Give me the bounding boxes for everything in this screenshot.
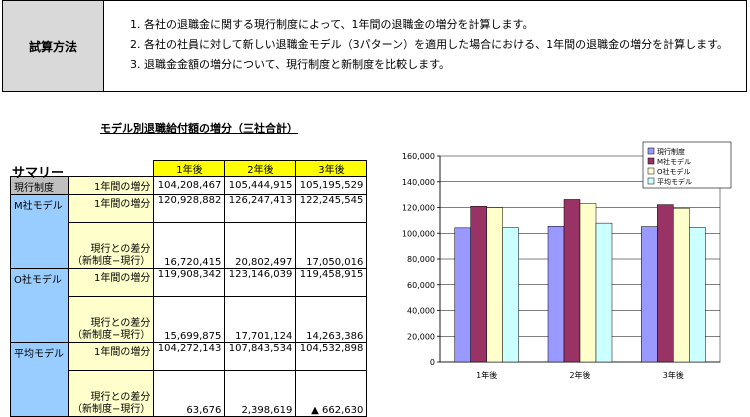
y-tick-label: 100,000 <box>402 229 435 238</box>
y-tick-label: 80,000 <box>407 255 435 264</box>
legend-swatch <box>647 147 655 155</box>
bar <box>470 206 487 363</box>
table-cell: 63,676 <box>153 370 226 417</box>
legend-entry: O社モデル <box>657 167 691 176</box>
metric-label: 1年間の増分 <box>67 342 155 371</box>
y-tick-label: 40,000 <box>407 307 435 316</box>
table-cell: 17,050,016 <box>295 222 368 269</box>
group-name-avg-model: 平均モデル <box>10 342 69 417</box>
bar <box>579 203 597 363</box>
table-cell: 105,195,529 <box>295 176 368 195</box>
bar <box>502 227 519 363</box>
table-cell: 119,908,342 <box>153 268 226 297</box>
metric-label: 1年間の増分 <box>67 176 155 195</box>
table-cell: 16,720,415 <box>153 222 226 269</box>
method-step-1: 1. 各社の退職金に関する現行制度によって、1年間の退職金の増分を計算します。 <box>130 18 534 31</box>
legend-swatch <box>647 177 655 185</box>
table-cell: 105,444,915 <box>224 176 297 195</box>
table-cell: 17,701,124 <box>224 296 297 343</box>
metric-label: 1年間の増分 <box>67 194 155 223</box>
table-cell: 123,146,039 <box>224 268 297 297</box>
table-cell: 2,398,619 <box>224 370 297 417</box>
header-year-2: 2年後 <box>224 160 297 177</box>
table-cell: 104,532,898 <box>295 342 368 371</box>
method-step-2: 2. 各社の社員に対して新しい退職金モデル（3パターン）を適用した場合における、… <box>130 38 729 51</box>
legend-swatch <box>647 167 655 175</box>
y-tick-label: 20,000 <box>407 332 435 341</box>
metric-label-line2: （新制度−現行） <box>72 256 151 267</box>
table-cell: 104,208,467 <box>153 176 226 195</box>
bar <box>454 227 471 363</box>
metric-label-line1: 現行との差分 <box>90 392 151 403</box>
legend-box <box>642 141 732 189</box>
bar <box>563 199 581 363</box>
bar <box>595 222 613 363</box>
table-cell: 104,272,143 <box>153 342 226 371</box>
x-tick-label: 3年後 <box>663 370 684 380</box>
bar <box>641 226 658 363</box>
summary-table: 1年後 2年後 3年後 現行制度 1年間の増分 104,208,467 105,… <box>10 160 368 417</box>
metric-label-line2: （新制度−現行） <box>72 404 151 415</box>
table-cell: 15,699,875 <box>153 296 226 343</box>
y-tick-label: 140,000 <box>402 178 435 187</box>
bar <box>657 204 674 363</box>
legend-entry: M社モデル <box>657 157 691 166</box>
metric-label-line2: （新制度−現行） <box>72 330 151 341</box>
bar <box>486 207 503 363</box>
group-name-o-model: O社モデル <box>10 268 69 343</box>
metric-label-line1: 現行との差分 <box>90 244 151 255</box>
bar <box>673 207 690 363</box>
header-year-3: 3年後 <box>295 160 368 177</box>
table-cell: 119,458,915 <box>295 268 368 297</box>
y-tick-label: 0 <box>430 358 435 367</box>
method-step-3: 3. 退職金金額の増分について、現行制度と新制度を比較します。 <box>130 58 451 71</box>
summary-label: サマリー <box>12 166 65 181</box>
table-cell: 126,247,413 <box>224 194 297 223</box>
y-tick-label: 120,000 <box>402 204 435 213</box>
table-title: モデル別退職給付額の増分（三社合計） <box>100 122 298 135</box>
table-cell: ▲ 662,630 <box>295 370 368 417</box>
metric-label: 1年間の増分 <box>67 268 155 297</box>
legend-entry: 平均モデル <box>657 177 692 186</box>
metric-label-diff: 現行との差分 （新制度−現行） <box>67 296 155 343</box>
header-year-1: 1年後 <box>153 160 226 177</box>
method-box: 試算方法 1. 各社の退職金に関する現行制度によって、1年間の退職金の増分を計算… <box>2 0 747 92</box>
table-cell: 14,263,386 <box>295 296 368 343</box>
table-cell: 20,802,497 <box>224 222 297 269</box>
bar-chart: 0 20,000 40,000 60,000 80,000 100,000 120,000 1… <box>402 141 732 380</box>
x-tick-label: 1年後 <box>476 370 497 380</box>
table-cell: 120,928,882 <box>153 194 226 223</box>
bar <box>547 225 565 363</box>
metric-label-diff: 現行との差分 （新制度−現行） <box>67 370 155 417</box>
table-cell: 122,245,545 <box>295 194 368 223</box>
group-name-m-model: M社モデル <box>10 194 69 269</box>
metric-label-diff: 現行との差分 （新制度−現行） <box>67 222 155 269</box>
legend-swatch <box>647 157 655 165</box>
method-label: 試算方法 <box>3 1 104 91</box>
bar <box>689 227 706 363</box>
table-cell: 107,843,534 <box>224 342 297 371</box>
group-name-current: 現行制度 <box>10 176 69 195</box>
metric-label-line1: 現行との差分 <box>90 318 151 329</box>
legend-entry: 現行制度 <box>657 147 685 156</box>
method-steps: 1. 各社の退職金に関する現行制度によって、1年間の退職金の増分を計算します。 … <box>104 1 746 91</box>
x-tick-label: 2年後 <box>569 370 590 380</box>
y-tick-label: 60,000 <box>407 281 435 290</box>
y-tick-label: 160,000 <box>402 152 435 161</box>
